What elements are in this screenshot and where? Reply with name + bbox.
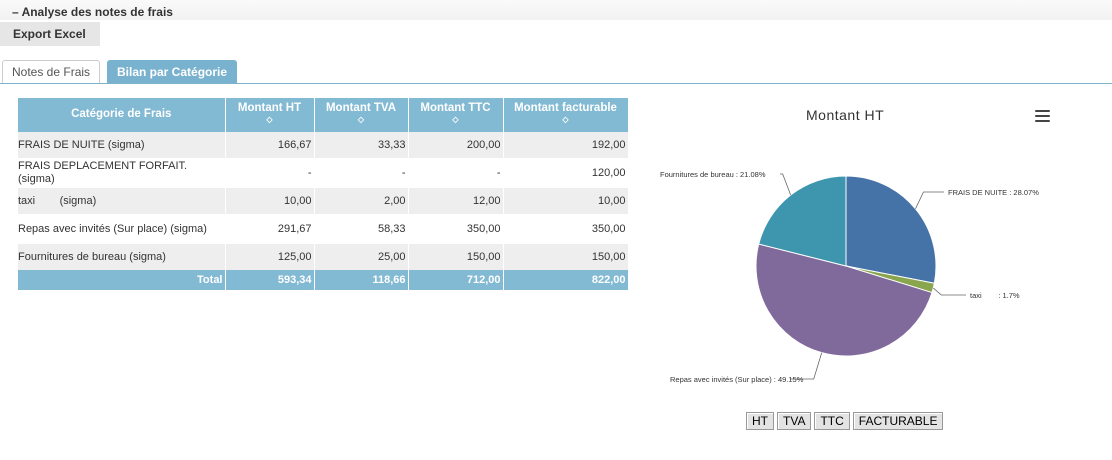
cell-ttc: -	[408, 158, 504, 188]
section-title[interactable]: – Analyse des notes de frais	[12, 5, 173, 19]
cell-facturable: 120,00	[503, 158, 629, 188]
sort-icon[interactable]: ◇	[562, 115, 569, 124]
table-row: taxi (sigma) 10,00 2,00 12,00 10,00	[18, 188, 629, 214]
header-montant-ht-label: Montant HT	[237, 102, 302, 114]
tab-notes-de-frais[interactable]: Notes de Frais	[2, 60, 101, 83]
chart-title: Montant HT	[806, 107, 885, 123]
cell-ht: -	[225, 158, 315, 188]
export-excel-button[interactable]: Export Excel	[0, 22, 100, 46]
pie-slice-label: Repas avec invités (Sur place) : 49.15%	[670, 375, 804, 384]
cell-facturable: 350,00	[503, 214, 629, 244]
cell-category: Fournitures de bureau (sigma)	[18, 244, 226, 270]
cell-ht: 125,00	[225, 244, 315, 270]
total-tva: 118,66	[314, 270, 409, 290]
total-row: Total 593,34 118,66 712,00 822,00	[18, 270, 629, 290]
total-label: Total	[18, 270, 226, 290]
header-montant-tva-label: Montant TVA	[325, 102, 397, 114]
cell-facturable: 10,00	[503, 188, 629, 214]
total-ht: 593,34	[225, 270, 315, 290]
chart-button-tva[interactable]: TVA	[777, 412, 812, 430]
cell-tva: 25,00	[314, 244, 409, 270]
table-row: FRAIS DE NUITE (sigma) 166,67 33,33 200,…	[18, 132, 629, 158]
pie-slice-label: taxi : 1.7%	[970, 291, 1020, 300]
cell-category: Repas avec invités (Sur place) (sigma)	[18, 214, 226, 244]
header-categorie: Catégorie de Frais	[18, 98, 226, 132]
cell-category: FRAIS DEPLACEMENT FORFAIT. (sigma)	[18, 158, 226, 188]
pie-connector-line	[933, 287, 966, 296]
cell-tva: -	[314, 158, 409, 188]
cell-ht: 10,00	[225, 188, 315, 214]
chart-button-ttc[interactable]: TTC	[814, 412, 850, 430]
header-montant-facturable[interactable]: Montant facturable ◇	[503, 98, 629, 132]
cell-facturable: 150,00	[503, 244, 629, 270]
collapse-icon[interactable]: –	[12, 5, 22, 19]
cell-category: FRAIS DE NUITE (sigma)	[18, 132, 226, 158]
pie-connector-line	[790, 352, 823, 380]
pie-connector-line	[915, 191, 944, 209]
pie-slice[interactable]	[845, 175, 937, 284]
cell-facturable: 192,00	[503, 132, 629, 158]
pie-slice-label: FRAIS DE NUITE : 28.07%	[948, 188, 1039, 197]
header-categorie-label: Catégorie de Frais	[71, 108, 172, 120]
chart-button-facturable[interactable]: FACTURABLE	[852, 412, 944, 430]
total-ttc: 712,00	[408, 270, 504, 290]
header-montant-ttc-label: Montant TTC	[420, 102, 491, 114]
header-montant-facturable-label: Montant facturable	[514, 102, 617, 114]
chart-button-group: HT TVA TTC FACTURABLE	[746, 412, 946, 430]
table-row: Repas avec invités (Sur place) (sigma) 2…	[18, 214, 629, 244]
header-montant-ht[interactable]: Montant HT ◇	[225, 98, 315, 132]
cell-ht: 291,67	[225, 214, 315, 244]
tab-bilan-par-categorie[interactable]: Bilan par Catégorie	[107, 60, 238, 83]
hamburger-menu-icon[interactable]	[1035, 110, 1050, 123]
sort-icon[interactable]: ◇	[357, 115, 365, 124]
header-montant-tva[interactable]: Montant TVA ◇	[314, 98, 409, 132]
category-table: Catégorie de Frais Montant HT ◇ Montant T…	[18, 98, 629, 290]
cell-category: taxi (sigma)	[18, 188, 226, 214]
section-header[interactable]: – Analyse des notes de frais	[0, 0, 1112, 20]
pie-chart: FRAIS DE NUITE : 28.07% taxi : 1.7% Repas …	[660, 170, 1039, 384]
pie-connector-line	[780, 173, 792, 196]
table-row: Fournitures de bureau (sigma) 125,00 25,…	[18, 244, 629, 270]
sort-icon[interactable]: ◇	[266, 115, 273, 124]
tab-bar: Notes de Frais Bilan par Catégorie	[0, 60, 1112, 84]
cell-ttc: 350,00	[408, 214, 504, 244]
cell-tva: 58,33	[314, 214, 409, 244]
header-montant-ttc[interactable]: Montant TTC ◇	[408, 98, 504, 132]
section-title-text: Analyse des notes de frais	[21, 5, 173, 19]
cell-ht: 166,67	[225, 132, 315, 158]
cell-ttc: 12,00	[408, 188, 504, 214]
chart-button-ht[interactable]: HT	[746, 412, 774, 430]
sort-icon[interactable]: ◇	[452, 115, 459, 124]
total-facturable: 822,00	[503, 270, 629, 290]
table-row: FRAIS DEPLACEMENT FORFAIT. (sigma) - - -…	[18, 158, 629, 188]
pie-slice-label: Fournitures de bureau : 21.08%	[660, 170, 766, 179]
cell-tva: 33,33	[314, 132, 409, 158]
cell-ttc: 150,00	[408, 244, 504, 270]
cell-ttc: 200,00	[408, 132, 504, 158]
cell-tva: 2,00	[314, 188, 409, 214]
